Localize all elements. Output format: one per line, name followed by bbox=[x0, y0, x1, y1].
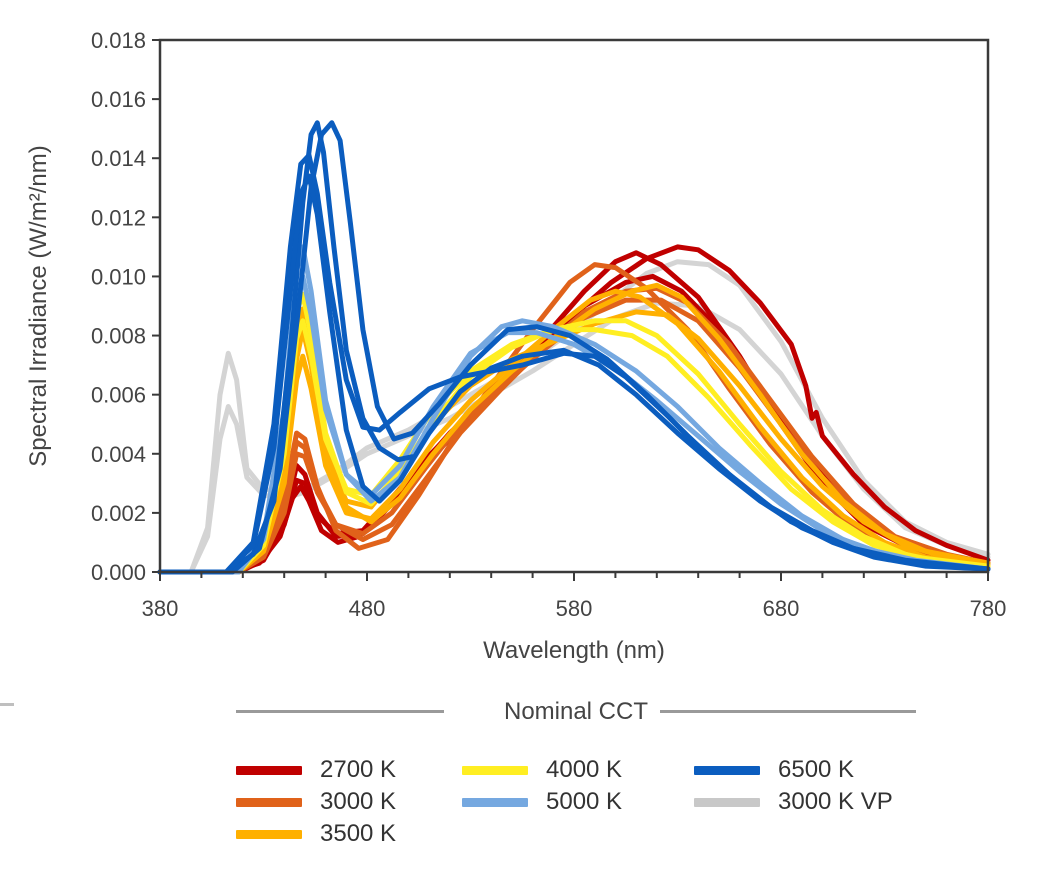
x-tick-label: 480 bbox=[349, 596, 386, 621]
legend-rule-right bbox=[660, 710, 916, 713]
x-tick-label: 780 bbox=[970, 596, 1007, 621]
y-tick-label: 0.002 bbox=[91, 501, 146, 526]
legend-swatch bbox=[462, 798, 528, 807]
y-tick-label: 0.006 bbox=[91, 383, 146, 408]
x-axis-ticks: 380 480 580 680 780 bbox=[142, 572, 1007, 621]
series-line-6500-k-18 bbox=[157, 173, 991, 575]
y-tick-label: 0.004 bbox=[91, 442, 146, 467]
y-tick-label: 0.008 bbox=[91, 324, 146, 349]
legend-label: 6500 K bbox=[778, 756, 855, 783]
legend-title-row: Nominal CCT bbox=[236, 690, 916, 730]
legend-title: Nominal CCT bbox=[503, 698, 649, 725]
y-tick-label: 0.012 bbox=[91, 205, 146, 230]
y-axis-ticks: 0.000 0.002 0.004 0.006 0.008 0.010 0.012 0.014… bbox=[91, 28, 160, 585]
spectral-irradiance-chart: 0.000 0.002 0.004 0.006 0.008 0.010 0.012 0.014… bbox=[25, 28, 1007, 664]
legend-swatch bbox=[462, 766, 528, 775]
legend-swatch bbox=[236, 798, 302, 807]
legend-label: 3500 K bbox=[320, 820, 397, 847]
edge-marker bbox=[0, 703, 14, 706]
y-tick-label: 0.000 bbox=[91, 560, 146, 585]
x-tick-label: 580 bbox=[556, 596, 593, 621]
legend-label: 3000 K VP bbox=[778, 788, 893, 815]
legend-swatch bbox=[694, 766, 760, 775]
series-line-3500-k-9 bbox=[157, 288, 991, 575]
y-tick-label: 0.010 bbox=[91, 264, 146, 289]
y-tick-label: 0.016 bbox=[91, 87, 146, 112]
x-axis-label: Wavelength (nm) bbox=[483, 637, 665, 664]
legend-rule-left bbox=[236, 710, 444, 713]
legend: Nominal CCT 2700 K 3000 K 3500 K 4000 K 5000… bbox=[0, 680, 1042, 878]
y-tick-label: 0.014 bbox=[91, 146, 146, 171]
y-tick-label: 0.018 bbox=[91, 28, 146, 53]
x-tick-label: 680 bbox=[763, 596, 800, 621]
legend-swatch bbox=[236, 766, 302, 775]
plot-series bbox=[157, 120, 991, 575]
legend-swatch bbox=[694, 798, 760, 807]
legend-label: 2700 K bbox=[320, 756, 397, 783]
legend-label: 4000 K bbox=[546, 756, 623, 783]
x-tick-label: 380 bbox=[142, 596, 179, 621]
legend-label: 5000 K bbox=[546, 788, 623, 815]
y-axis-label: Spectral Irradiance (W/m²/nm) bbox=[25, 145, 52, 466]
legend-label: 3000 K bbox=[320, 788, 397, 815]
series-line-3000-k-vp-1 bbox=[157, 300, 991, 575]
legend-swatch bbox=[236, 830, 302, 839]
